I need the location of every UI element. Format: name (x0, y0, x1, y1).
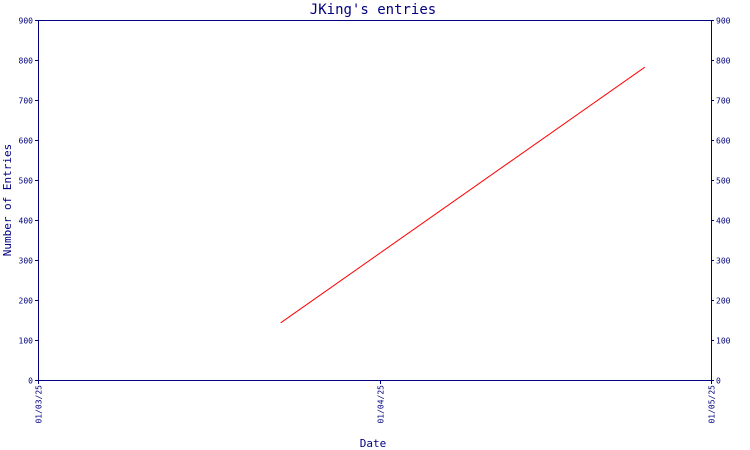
y-tick-label: 300 (19, 257, 34, 266)
series-layer (280, 66, 646, 324)
y-tick-label-right: 200 (716, 297, 731, 306)
y-tick-label: 500 (19, 177, 34, 186)
y-tick-label: 700 (19, 97, 34, 106)
y-tick-label-right: 0 (716, 377, 721, 386)
right-y-axis: 0 100 200 300 400 500 600 700 800 900 (711, 17, 731, 386)
y-tick-label-right: 800 (716, 57, 731, 66)
plot-frame (38, 20, 712, 381)
y-tick-label: 900 (19, 17, 34, 26)
chart-title: JKing's entries (310, 2, 436, 18)
x-tick-label: 01/04/25 (377, 385, 386, 424)
y-tick-label: 0 (28, 377, 33, 386)
y-axis-label: Number of Entries (1, 144, 14, 257)
y-tick-label-right: 600 (716, 137, 731, 146)
y-tick-label-right: 400 (716, 217, 731, 226)
x-tick-label: 01/05/25 (708, 385, 717, 424)
x-axis: 01/03/25 01/04/25 01/05/25 (35, 380, 717, 424)
y-tick-label-right: 300 (716, 257, 731, 266)
y-tick-label: 200 (19, 297, 34, 306)
y-tick-label-right: 500 (716, 177, 731, 186)
left-y-axis: 0 100 200 300 400 500 600 700 800 900 (19, 17, 38, 386)
y-tick-label: 100 (19, 337, 34, 346)
x-tick-label: 01/03/25 (35, 385, 44, 424)
y-tick-label-right: 900 (716, 17, 731, 26)
y-tick-label: 400 (19, 217, 34, 226)
y-tick-label-right: 100 (716, 337, 731, 346)
x-axis-label: Date (360, 437, 387, 450)
y-tick-label: 600 (19, 137, 34, 146)
y-tick-label: 800 (19, 57, 34, 66)
series-line (280, 66, 646, 324)
y-tick-label-right: 700 (716, 97, 731, 106)
